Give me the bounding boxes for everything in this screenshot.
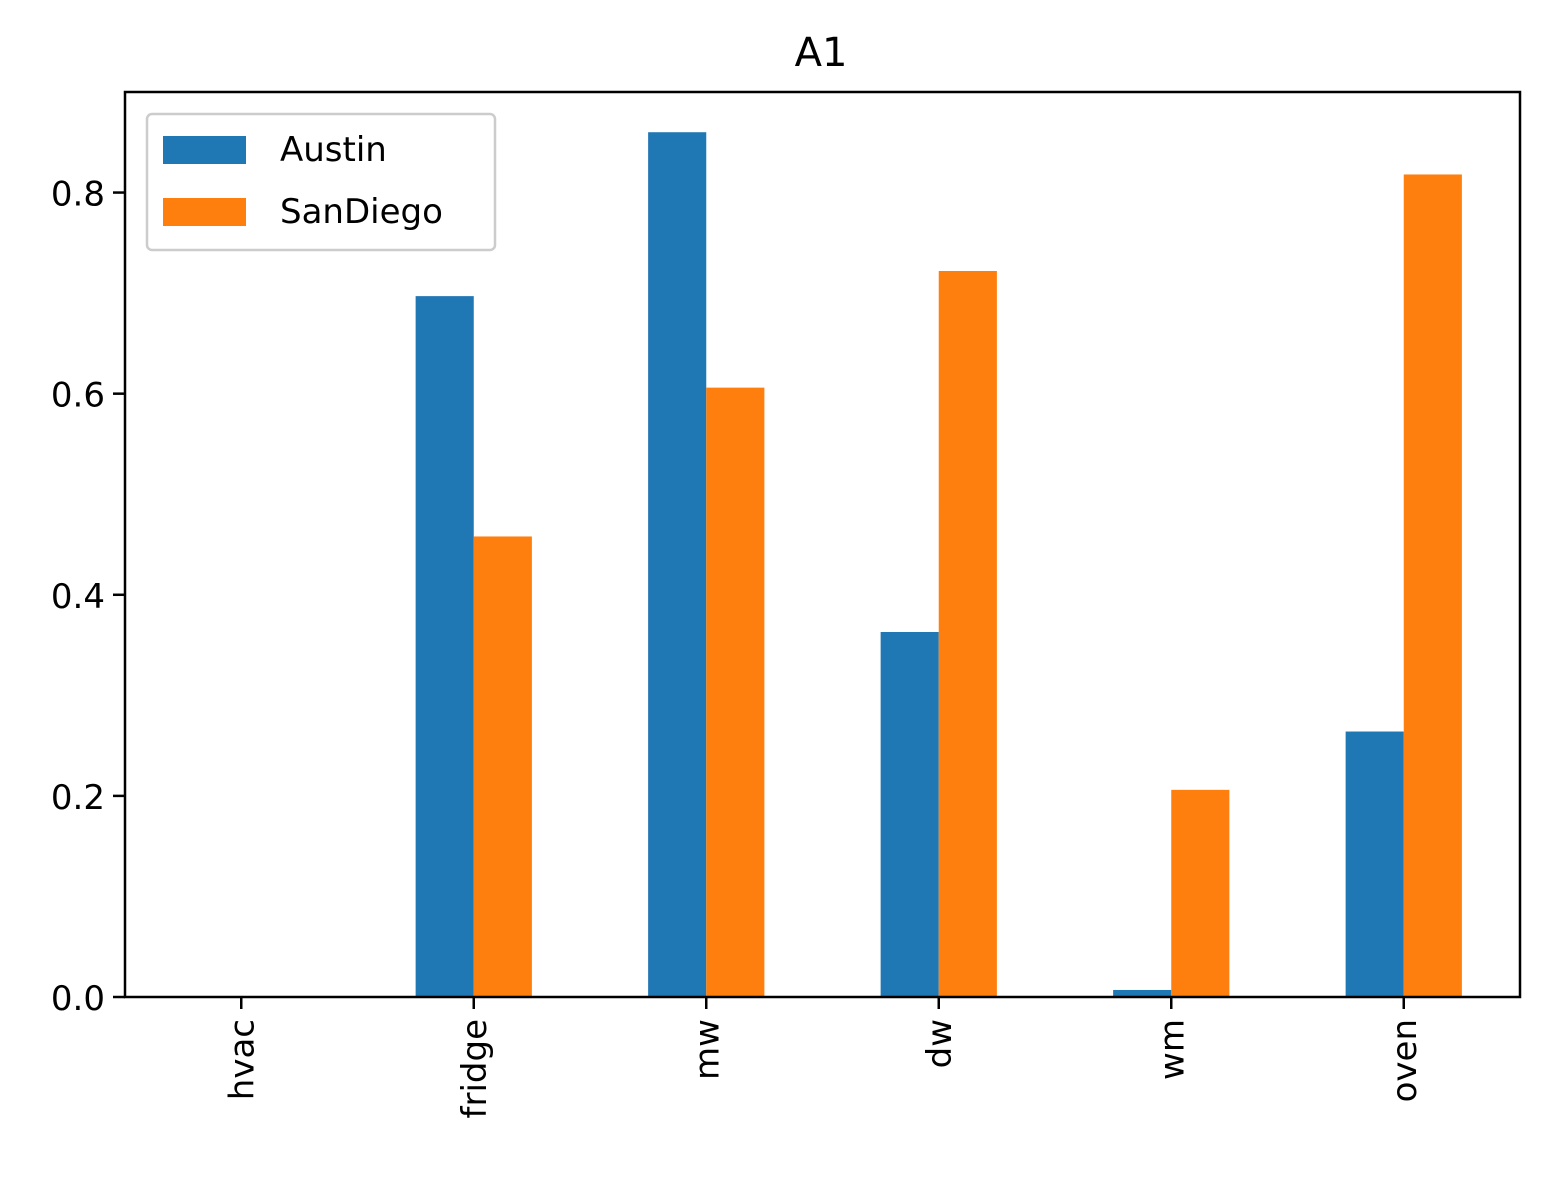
legend: Austin SanDiego bbox=[145, 112, 497, 252]
bar-austin-dw bbox=[880, 631, 939, 997]
x-tick-label-mw: mw bbox=[687, 1019, 727, 1080]
bar-sandiego-dw bbox=[938, 270, 997, 997]
legend-label-austin: Austin bbox=[280, 130, 387, 170]
x-tick-label-oven: oven bbox=[1385, 1019, 1425, 1102]
y-tick-label: 0.6 bbox=[51, 376, 105, 416]
y-tick-label: 0.0 bbox=[51, 979, 105, 1019]
bar-sandiego-wm bbox=[1171, 789, 1230, 997]
bar-austin-wm bbox=[1113, 989, 1172, 997]
chart-title: A1 bbox=[795, 30, 848, 76]
bar-austin-oven bbox=[1345, 731, 1404, 997]
legend-swatch-austin bbox=[163, 136, 246, 164]
bar-sandiego-fridge bbox=[473, 536, 532, 997]
x-tick-label-hvac: hvac bbox=[222, 1019, 262, 1100]
x-axis: hvac fridge mw dw wm oven bbox=[222, 997, 1425, 1118]
y-axis: 0.0 0.2 0.4 0.6 0.8 bbox=[51, 175, 125, 1019]
bar-austin-mw bbox=[648, 132, 707, 998]
x-tick-label-wm: wm bbox=[1152, 1019, 1192, 1080]
y-tick-label: 0.2 bbox=[51, 778, 105, 818]
legend-swatch-sandiego bbox=[163, 198, 246, 226]
x-tick-label-dw: dw bbox=[920, 1019, 960, 1068]
bars-layer bbox=[415, 132, 1462, 998]
plot-frame bbox=[123, 90, 1522, 999]
bar-austin-fridge bbox=[415, 296, 474, 997]
y-tick-label: 0.8 bbox=[51, 175, 105, 215]
legend-label-sandiego: SanDiego bbox=[280, 192, 443, 232]
y-tick-label: 0.4 bbox=[51, 577, 105, 617]
bar-sandiego-oven bbox=[1403, 174, 1462, 997]
x-tick-label-fridge: fridge bbox=[455, 1019, 495, 1118]
bar-sandiego-mw bbox=[706, 387, 765, 997]
